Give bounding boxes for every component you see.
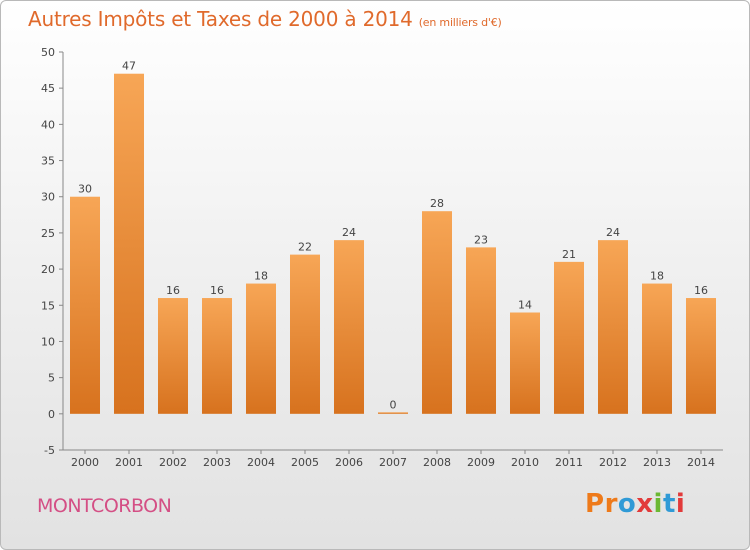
x-tick-label: 2000 <box>71 456 99 469</box>
bar <box>422 211 452 414</box>
logo-letter: t <box>662 489 676 519</box>
bar-value-label: 47 <box>122 60 136 73</box>
bar <box>70 196 100 414</box>
y-tick-label: 45 <box>41 82 55 95</box>
logo-letter: o <box>617 489 637 519</box>
bar <box>334 240 364 414</box>
bar <box>158 298 188 414</box>
x-tick-label: 2002 <box>159 456 187 469</box>
bar <box>290 254 320 414</box>
bar-value-label: 16 <box>210 284 224 297</box>
proxiti-logo: Proxiti <box>585 489 685 519</box>
x-tick-label: 2007 <box>379 456 407 469</box>
y-tick-label: 30 <box>41 191 55 204</box>
x-tick-label: 2012 <box>599 456 627 469</box>
y-tick-label: -5 <box>44 444 55 457</box>
logo-letter: x <box>636 489 654 519</box>
logo-letter: i <box>675 489 686 519</box>
logo-letter: P <box>585 489 605 519</box>
y-tick-label: 50 <box>41 46 55 59</box>
x-tick-label: 2009 <box>467 456 495 469</box>
bar-value-label: 28 <box>430 197 444 210</box>
bar-value-label: 0 <box>390 398 397 411</box>
x-tick-label: 2005 <box>291 456 319 469</box>
x-tick-label: 2010 <box>511 456 539 469</box>
y-tick-label: 5 <box>48 372 55 385</box>
x-tick-label: 2013 <box>643 456 671 469</box>
x-tick-label: 2011 <box>555 456 583 469</box>
bar-value-label: 30 <box>78 183 92 196</box>
x-tick-label: 2001 <box>115 456 143 469</box>
logo-letter: i <box>653 489 663 519</box>
x-tick-label: 2004 <box>247 456 275 469</box>
y-tick-label: 15 <box>41 299 55 312</box>
bar <box>642 283 672 414</box>
bar-value-label: 22 <box>298 241 312 254</box>
y-tick-label: 35 <box>41 155 55 168</box>
bar-value-label: 18 <box>650 270 664 283</box>
bar <box>686 298 716 414</box>
place-name: MONTCORBON <box>37 495 172 517</box>
logo-letter: r <box>604 489 618 519</box>
bar-value-label: 16 <box>694 284 708 297</box>
bar <box>554 261 584 414</box>
title-text: Autres Impôts et Taxes de 2000 à 2014 <box>28 7 413 31</box>
bar <box>202 298 232 414</box>
x-tick-label: 2006 <box>335 456 363 469</box>
bar-value-label: 24 <box>342 226 356 239</box>
y-tick-label: 20 <box>41 263 55 276</box>
bar-value-label: 24 <box>606 226 620 239</box>
bar-value-label: 14 <box>518 299 532 312</box>
chart-title: Autres Impôts et Taxes de 2000 à 2014 (en… <box>28 7 502 31</box>
bar <box>510 312 540 414</box>
chart-subtitle: (en milliers d'€) <box>418 16 502 29</box>
y-tick-label: 10 <box>41 335 55 348</box>
y-tick-label: 40 <box>41 118 55 131</box>
bar-value-label: 21 <box>562 248 576 261</box>
y-tick-label: 25 <box>41 227 55 240</box>
bar <box>246 283 276 414</box>
bar-value-label: 23 <box>474 233 488 246</box>
x-tick-label: 2008 <box>423 456 451 469</box>
y-tick-label: 0 <box>48 408 55 421</box>
bar <box>598 240 628 414</box>
bar <box>378 412 408 414</box>
x-tick-label: 2003 <box>203 456 231 469</box>
bar <box>466 247 496 414</box>
x-tick-label: 2014 <box>687 456 715 469</box>
bar-value-label: 18 <box>254 270 268 283</box>
bar <box>114 73 144 414</box>
bar-value-label: 16 <box>166 284 180 297</box>
